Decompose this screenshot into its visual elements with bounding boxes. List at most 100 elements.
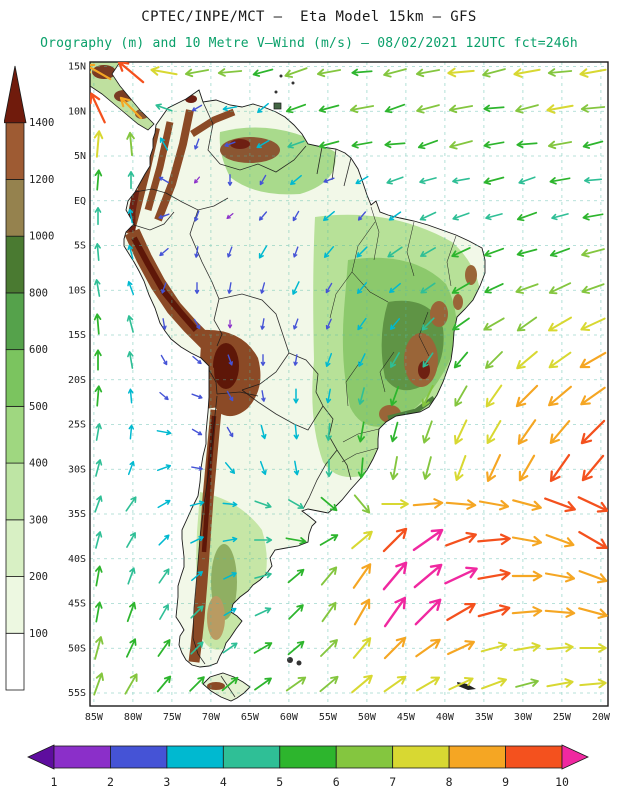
wind-speed-colorbar: 1 2 3 4 5 6 7 8 9 10: [27, 744, 589, 789]
lat-tick-label: EQ: [74, 196, 86, 207]
orography-boundary-label: 200: [29, 571, 48, 583]
windbar-left-tip: [27, 744, 55, 770]
wind-arrow: [419, 177, 437, 185]
field-title: Orography (m) and 10 Metre V–Wind (m/s) …: [40, 36, 578, 51]
map-plot: 85W 80W 75W 70W 65W 60W 55W 50W 45W 40W 35W 30W 25W 2…: [68, 61, 611, 723]
wind-arrow: [545, 534, 575, 548]
wind-arrow: [222, 642, 238, 654]
wind-arrow: [483, 317, 505, 331]
wind-arrow: [549, 420, 571, 444]
wind-arrow: [223, 607, 237, 617]
wind-arrow: [353, 494, 371, 514]
wind-arrow: [158, 534, 170, 546]
wind-arrow: [156, 464, 172, 472]
wind-arrow: [358, 353, 366, 367]
wind-arrow: [580, 419, 606, 445]
lon-tick-label: 25W: [553, 712, 572, 723]
wind-arrow: [551, 213, 569, 221]
wind-arrow: [486, 454, 502, 482]
wind-arrow: [325, 352, 333, 368]
wind-arrow: [389, 385, 400, 407]
wind-arrow: [224, 141, 236, 147]
wind-arrow: [480, 677, 508, 690]
windbar-segment: [448, 745, 506, 769]
wind-arrow: [287, 568, 305, 584]
wind-arrow: [226, 390, 234, 402]
windbar-boundary-label: 1: [51, 775, 58, 789]
wind-arrow: [94, 385, 103, 407]
wind-arrow: [316, 68, 342, 78]
lat-tick-label: 35S: [68, 509, 86, 520]
wind-arrow: [447, 67, 475, 78]
wind-arrow: [191, 466, 203, 471]
windbar-boundary-label: 3: [163, 775, 170, 789]
windbar-boundary-label: 10: [555, 775, 569, 789]
wind-arrow: [579, 68, 607, 78]
lat-tick-label: 20S: [68, 375, 86, 386]
windbar-right-tip: [561, 744, 589, 770]
wind-arrow: [546, 678, 574, 688]
wind-arrow: [93, 313, 102, 335]
wind-arrow: [454, 454, 467, 482]
wind-arrow: [257, 102, 269, 114]
wind-arrow: [189, 676, 205, 692]
wind-arrow: [388, 211, 402, 221]
wind-arrow: [323, 177, 335, 183]
wind-arrow: [222, 536, 238, 543]
wind-arrow: [581, 248, 605, 258]
wind-arrow: [518, 454, 536, 482]
wind-arrow: [485, 213, 503, 221]
wind-arrow: [127, 351, 134, 369]
lat-tick-label: 10S: [68, 285, 86, 296]
wind-arrow: [127, 388, 134, 404]
wind-arrow: [386, 176, 404, 185]
wind-arrow: [579, 678, 607, 689]
lon-tick-label: 30W: [514, 712, 533, 723]
antilles-island: [291, 81, 295, 85]
wind-arrow: [483, 247, 505, 258]
wind-arrow: [162, 318, 167, 330]
wind-arrow: [581, 283, 605, 294]
wind-arrow: [221, 676, 239, 692]
lon-tick-label: 60W: [280, 712, 299, 723]
wind-arrow: [93, 130, 104, 158]
windbar-segment: [279, 745, 337, 769]
wind-arrow: [483, 104, 505, 113]
wind-arrow: [486, 419, 502, 445]
wind-arrow: [253, 642, 273, 654]
wind-arrow: [95, 565, 103, 587]
wind-arrow: [415, 638, 441, 658]
wind-arrow: [222, 105, 238, 112]
wind-arrow: [548, 385, 572, 407]
wind-arrow: [224, 462, 236, 474]
wind-arrow: [93, 672, 104, 696]
wind-arrow: [293, 354, 298, 366]
wind-arrow: [94, 169, 103, 191]
wind-arrow: [477, 568, 511, 581]
lon-tick-label: 65W: [241, 712, 260, 723]
lat-tick-label: 50S: [68, 643, 86, 654]
wind-arrow: [159, 604, 169, 620]
wind-arrow: [356, 282, 368, 294]
wind-arrow: [325, 388, 332, 404]
wind-arrow: [217, 68, 243, 77]
wind-arrow: [453, 351, 469, 369]
tierra-del-fuego-mountains: [207, 682, 225, 690]
wind-arrow: [259, 460, 267, 476]
wind-arrow: [453, 419, 468, 445]
wind-arrow: [478, 499, 510, 511]
wind-arrow: [384, 103, 406, 114]
orography-colorbar-segments: [4, 65, 27, 691]
lat-tick-label: 5N: [74, 151, 86, 162]
windbar-boundary-label: 7: [389, 775, 396, 789]
lat-tick-label: 5S: [74, 241, 86, 252]
lon-tick-label: 85W: [85, 712, 104, 723]
wind-arrow: [159, 391, 169, 401]
wind-arrow: [157, 499, 171, 509]
lat-tick-label: 25S: [68, 420, 86, 431]
lon-tick-label: 50W: [358, 712, 377, 723]
wind-arrow: [258, 211, 268, 221]
wind-arrow: [226, 426, 234, 438]
wind-arrow: [161, 282, 167, 294]
wind-arrow: [547, 316, 573, 332]
